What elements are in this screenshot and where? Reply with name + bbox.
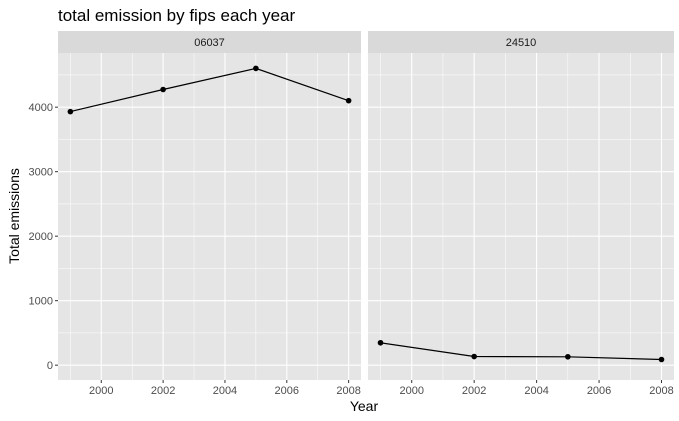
y-tick-label: 1000 (29, 296, 53, 308)
x-tick-label: 2002 (462, 385, 486, 397)
facet-panel-06037: 06037 2000 2002 2004 2006 2008 0 1000 2000 3000 40… (29, 31, 361, 397)
y-axis-title: Total emissions (6, 168, 22, 264)
facet-panel-24510: 24510 2000 2002 2004 2006 2008 (368, 31, 674, 397)
chart-title: total emission by fips each year (58, 6, 296, 25)
x-tick-label: 2002 (151, 385, 175, 397)
x-tick-label: 2000 (399, 385, 423, 397)
x-tick-label: 2004 (524, 385, 548, 397)
facet-strip (58, 31, 361, 53)
data-point (160, 86, 166, 93)
y-tick-label: 4000 (29, 102, 53, 114)
facet-strip-label: 24510 (506, 37, 537, 49)
facet-strip (368, 31, 674, 53)
series-line-24510 (380, 342, 662, 361)
data-point (565, 353, 571, 360)
x-tick-label: 2004 (213, 385, 237, 397)
x-tick-label: 2008 (649, 385, 673, 397)
facet-strip-label: 06037 (194, 37, 225, 49)
data-point (471, 353, 477, 360)
data-point (253, 65, 259, 72)
x-tick-label: 2008 (336, 385, 360, 397)
data-point (377, 339, 384, 346)
y-tick-label: 2000 (29, 231, 53, 243)
panel-background (58, 53, 361, 380)
x-tick-label: 2000 (89, 385, 113, 397)
data-point (345, 97, 352, 104)
panel-background (368, 53, 674, 380)
y-tick-label: 0 (47, 360, 53, 372)
x-tick-label: 2006 (275, 385, 299, 397)
x-axis-title: Year (350, 398, 379, 414)
x-tick-label: 2006 (587, 385, 611, 397)
facet-panels: 06037 2000 2002 2004 2006 2008 0 1000 2000 3000 40… (29, 31, 674, 397)
data-point (67, 108, 74, 115)
data-point (658, 356, 665, 363)
series-line-06037 (70, 67, 349, 113)
y-tick-label: 3000 (29, 167, 53, 179)
